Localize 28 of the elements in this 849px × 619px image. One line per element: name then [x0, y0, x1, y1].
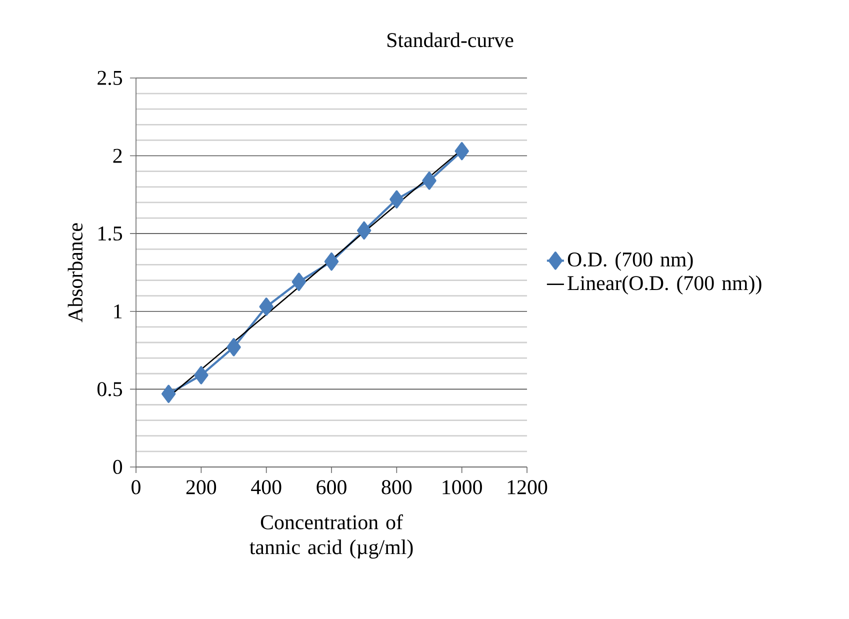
point [292, 272, 306, 291]
point [194, 366, 208, 384]
y-axis-title: Absorbance [68, 223, 83, 322]
point [356, 221, 372, 240]
point [454, 142, 469, 160]
point [422, 172, 436, 190]
y-tick-label: 1 [114, 304, 122, 318]
x-tick-label: 400 [251, 480, 282, 494]
x-tick-label: 1000 [442, 480, 482, 494]
x-tick-label: 800 [382, 480, 412, 494]
x-tick-label: 200 [186, 480, 216, 494]
chart-title: Standard-curve [388, 32, 514, 48]
x-tick-label: 600 [316, 480, 346, 494]
y-tick-label: 2.5 [98, 70, 122, 86]
legend-label: Linear(O.D. (700 nm)) [568, 275, 762, 294]
point [390, 190, 404, 208]
x-tick-label: 0 [132, 480, 140, 494]
point [324, 252, 339, 271]
legend-label: O.D. (700 nm) [568, 252, 693, 271]
x-tick-label: 1200 [508, 480, 548, 494]
point [226, 338, 241, 356]
y-tick-label: 2 [113, 148, 122, 163]
y-tick-label: 1.5 [98, 226, 122, 241]
point [161, 384, 176, 403]
y-tick-label: 0 [113, 460, 122, 474]
y-tick-label: 0.5 [97, 382, 122, 396]
x-axis-title: Concentration of tannic acid (µg/ml) [250, 514, 413, 559]
point [259, 298, 274, 316]
